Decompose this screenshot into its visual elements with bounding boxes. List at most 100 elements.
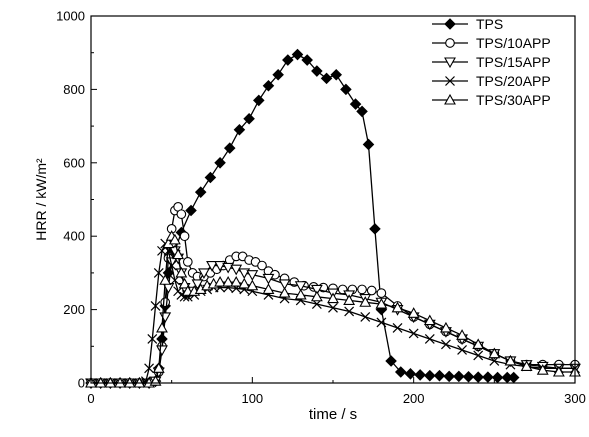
data-point [214, 157, 226, 169]
data-point [160, 297, 171, 308]
data-point [520, 360, 533, 372]
data-point [194, 186, 207, 198]
data-point [301, 54, 313, 66]
legend: TPS TPS/10APP TPS/15APP TPS/20APP TPS/30APP [432, 16, 551, 108]
data-point [408, 328, 419, 339]
data-point [175, 266, 188, 278]
x-tick-label: 100 [241, 391, 263, 406]
data-point [376, 288, 387, 298]
data-point [197, 268, 210, 280]
data-point [214, 275, 227, 287]
data-point [552, 365, 565, 377]
data-point [185, 204, 197, 217]
data-point [168, 233, 181, 245]
series-layer [85, 48, 581, 390]
data-point [262, 283, 275, 294]
data-point [472, 371, 484, 383]
legend-item: TPS [432, 16, 503, 32]
x-axis-title: time / s [309, 406, 357, 423]
legend-label: TPS [476, 16, 503, 32]
data-point [441, 339, 451, 350]
data-point [153, 267, 164, 278]
data-point [357, 284, 367, 295]
data-point [191, 279, 204, 291]
data-point [360, 312, 371, 322]
data-point [311, 65, 323, 77]
data-point [504, 354, 517, 366]
data-point [391, 301, 404, 313]
data-point [147, 334, 158, 344]
data-point [156, 321, 168, 333]
y-axis-title: HRR / kW/m² [33, 158, 49, 241]
data-point [144, 363, 155, 374]
data-point [376, 317, 387, 328]
data-point [262, 273, 275, 285]
data-point [473, 350, 484, 361]
data-point [359, 296, 372, 307]
x-tick-label: 300 [564, 391, 586, 406]
data-point [488, 347, 501, 359]
data-point [453, 370, 465, 383]
data-point [369, 223, 381, 235]
data-point [392, 323, 403, 333]
data-point [310, 290, 323, 302]
data-point [238, 277, 251, 289]
data-point [394, 366, 407, 378]
data-point [152, 362, 165, 373]
data-point [272, 68, 284, 81]
data-point [262, 79, 275, 92]
legend-item: TPS/20APP [432, 73, 551, 89]
data-point [230, 275, 243, 287]
data-point [407, 307, 420, 318]
data-point [182, 257, 193, 267]
y-tick-label: 200 [63, 302, 85, 317]
data-point [340, 83, 352, 96]
x-tick-label: 200 [403, 391, 425, 406]
data-point [457, 345, 467, 355]
legend-label: TPS/15APP [476, 54, 551, 70]
data-point [424, 334, 435, 344]
data-point [204, 171, 217, 184]
legend-item: TPS/10APP [432, 35, 551, 51]
data-point [439, 321, 452, 333]
data-point [385, 355, 397, 367]
data-point [424, 369, 436, 382]
data-point [294, 288, 307, 300]
data-point [375, 297, 388, 309]
data-point [278, 286, 291, 298]
data-point [366, 285, 377, 296]
legend-label: TPS/30APP [476, 92, 551, 108]
data-point [282, 54, 294, 66]
data-point [433, 369, 446, 382]
data-point [222, 275, 235, 287]
data-point [246, 270, 259, 281]
data-point [456, 329, 469, 340]
data-point [243, 112, 255, 125]
x-tick-label: 0 [87, 391, 94, 406]
data-point [206, 261, 218, 272]
legend-label: TPS/20APP [476, 73, 551, 89]
y-tick-label: 0 [78, 376, 85, 391]
data-point [238, 268, 251, 280]
data-point [423, 314, 436, 326]
y-tick-label: 800 [63, 82, 85, 97]
data-point [414, 369, 426, 381]
data-point [179, 231, 190, 242]
data-point [278, 279, 291, 291]
data-point [291, 48, 304, 61]
data-point [356, 105, 368, 118]
data-point [172, 248, 185, 260]
data-point [294, 281, 307, 292]
data-point [536, 364, 549, 375]
legend-marker [445, 76, 455, 86]
data-point [310, 284, 323, 296]
legend-label: TPS/10APP [476, 35, 551, 51]
data-point [223, 142, 236, 154]
data-point [328, 302, 338, 313]
data-point [156, 345, 168, 357]
y-tick-label: 600 [63, 155, 85, 170]
data-point [327, 292, 339, 304]
data-point [159, 274, 172, 285]
data-point [443, 370, 455, 383]
